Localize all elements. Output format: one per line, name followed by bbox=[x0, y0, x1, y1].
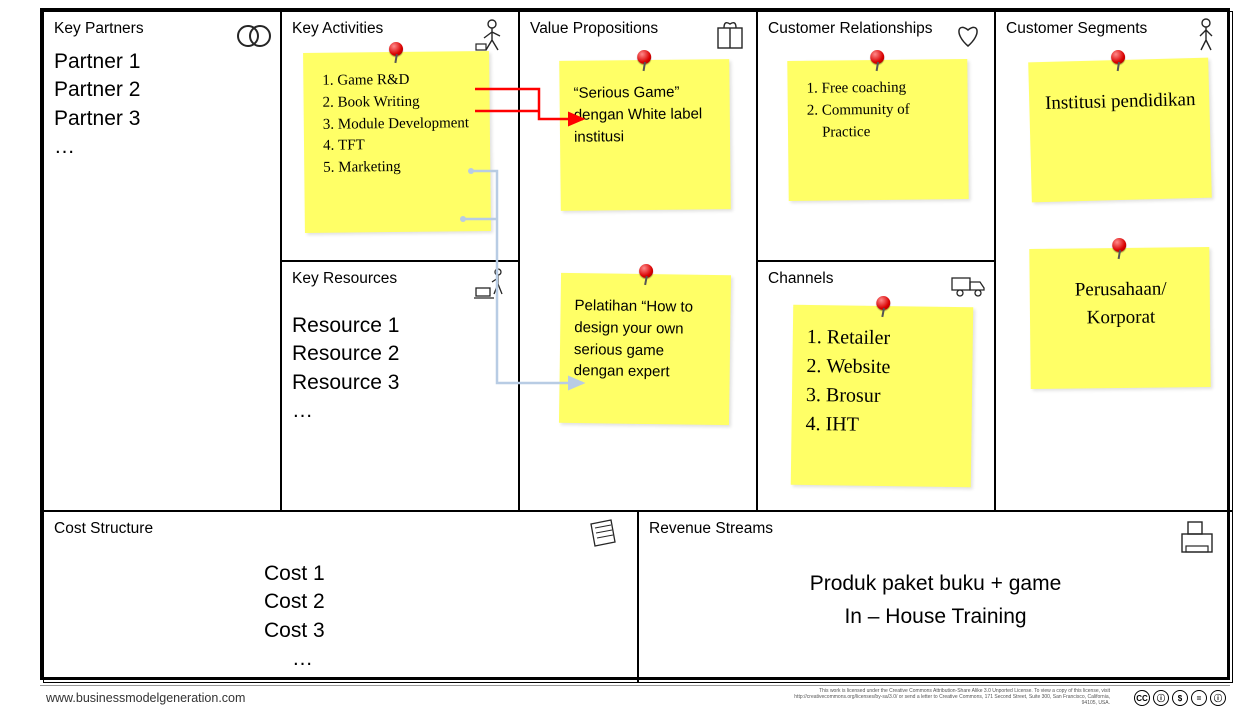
pin-icon bbox=[873, 296, 893, 316]
sticky-text: Perusahaan/ Korporat bbox=[1043, 265, 1198, 332]
cell-cost-structure: Cost Structure Cost 1 Cost 2 Cost 3 … bbox=[43, 511, 638, 683]
pin-icon bbox=[1108, 50, 1129, 71]
cell-key-partners: Key Partners Partner 1 Partner 2 Partner… bbox=[43, 11, 281, 511]
rev-line: In – House Training bbox=[639, 601, 1232, 634]
title-key-activities: Key Activities bbox=[292, 20, 383, 37]
heart-icon bbox=[948, 16, 988, 52]
list-item: Partner 1 bbox=[54, 48, 270, 76]
list-item: Retailer bbox=[827, 323, 961, 354]
list-item: Marketing bbox=[338, 156, 478, 179]
cell-key-resources: Key Resources Resource 1 Resource 2 Reso… bbox=[281, 261, 519, 511]
list-item: Cost 1 bbox=[264, 560, 627, 588]
gift-icon bbox=[710, 16, 750, 52]
sticky-vp-bottom: Pelatihan “How to design your own seriou… bbox=[559, 273, 731, 425]
register-icon bbox=[1174, 516, 1218, 558]
cc-badge: ⓘ bbox=[1153, 690, 1169, 706]
list-item: … bbox=[292, 397, 508, 425]
title-cost-structure: Cost Structure bbox=[54, 520, 153, 537]
cell-key-activities: Key Activities Game R&D Book Writing Mod… bbox=[281, 11, 519, 261]
pin-icon bbox=[1109, 238, 1129, 258]
list-item: … bbox=[264, 645, 627, 673]
cc-badge: CC bbox=[1134, 690, 1150, 706]
list-item: Brosur bbox=[826, 381, 960, 412]
sticky-text: Pelatihan “How to design your own seriou… bbox=[574, 291, 719, 384]
cc-badge: = bbox=[1191, 690, 1207, 706]
title-revenue-streams: Revenue Streams bbox=[649, 520, 773, 537]
list-item: IHT bbox=[825, 410, 959, 441]
sticky-channels: Retailer Website Brosur IHT bbox=[791, 305, 973, 487]
title-value-propositions: Value Propositions bbox=[530, 20, 658, 37]
cc-badge: $ bbox=[1172, 690, 1188, 706]
title-key-resources: Key Resources bbox=[292, 270, 397, 287]
footer-url: www.businessmodelgeneration.com bbox=[46, 691, 245, 705]
cost-list: Cost 1 Cost 2 Cost 3 … bbox=[264, 560, 627, 673]
cr-list: Free coaching Community of Practice bbox=[801, 77, 956, 144]
person-icon bbox=[1186, 16, 1226, 52]
activities-list: Game R&D Book Writing Module Development… bbox=[317, 69, 478, 179]
list-item: Module Development bbox=[338, 113, 478, 136]
list-item: Game R&D bbox=[337, 69, 477, 92]
list-item: Partner 2 bbox=[54, 76, 270, 104]
pallet-icon bbox=[472, 266, 512, 302]
list-item: Resource 1 bbox=[292, 312, 508, 340]
pin-icon bbox=[636, 264, 656, 284]
title-customer-relationships: Customer Relationships bbox=[768, 20, 933, 37]
pin-icon bbox=[386, 42, 406, 62]
list-item: Website bbox=[826, 352, 960, 383]
papers-icon bbox=[583, 516, 623, 552]
sticky-cr: Free coaching Community of Practice bbox=[787, 59, 968, 201]
revenue-text: Produk paket buku + game In – House Trai… bbox=[639, 568, 1232, 633]
rings-icon bbox=[234, 16, 274, 52]
truck-icon bbox=[948, 266, 988, 302]
list-item: Resource 2 bbox=[292, 340, 508, 368]
list-item: TFT bbox=[338, 134, 478, 157]
key-resources-list: Resource 1 Resource 2 Resource 3 … bbox=[292, 312, 508, 425]
cell-channels: Channels Retailer Website Brosur IHT bbox=[757, 261, 995, 511]
list-item: Cost 3 bbox=[264, 617, 627, 645]
sticky-text: “Serious Game” dengan White label instit… bbox=[573, 77, 718, 148]
cell-revenue-streams: Revenue Streams Produk paket buku + game… bbox=[638, 511, 1233, 683]
list-item: Resource 3 bbox=[292, 369, 508, 397]
sticky-cs-bottom: Perusahaan/ Korporat bbox=[1029, 247, 1210, 389]
cell-customer-segments: Customer Segments Institusi pendidikan P… bbox=[995, 11, 1233, 511]
sticky-vp-top: “Serious Game” dengan White label instit… bbox=[559, 59, 731, 211]
cc-badges: CC ⓘ $ = ⓘ bbox=[1134, 690, 1226, 706]
pin-icon bbox=[634, 50, 654, 70]
worker-icon bbox=[472, 16, 512, 52]
title-key-partners: Key Partners bbox=[54, 20, 144, 37]
list-item: Partner 3 bbox=[54, 105, 270, 133]
list-item: Community of Practice bbox=[822, 99, 956, 144]
list-item: Cost 2 bbox=[264, 588, 627, 616]
channels-list: Retailer Website Brosur IHT bbox=[805, 323, 961, 441]
pin-icon bbox=[867, 50, 887, 70]
key-partners-list: Partner 1 Partner 2 Partner 3 … bbox=[54, 48, 270, 161]
title-customer-segments: Customer Segments bbox=[1006, 20, 1147, 37]
bmc-canvas: Key Partners Partner 1 Partner 2 Partner… bbox=[40, 8, 1230, 680]
list-item: … bbox=[54, 133, 270, 161]
list-item: Book Writing bbox=[337, 91, 477, 114]
cell-value-propositions: Value Propositions “Serious Game” dengan… bbox=[519, 11, 757, 511]
footer: www.businessmodelgeneration.com This wor… bbox=[40, 685, 1230, 711]
cell-customer-relationships: Customer Relationships Free coaching Com… bbox=[757, 11, 995, 261]
footer-license: This work is licensed under the Creative… bbox=[790, 688, 1110, 706]
sticky-key-activities: Game R&D Book Writing Module Development… bbox=[303, 51, 491, 233]
sticky-text: Institusi pendidikan bbox=[1043, 76, 1198, 118]
sticky-cs-top: Institusi pendidikan bbox=[1028, 58, 1212, 203]
title-channels: Channels bbox=[768, 270, 834, 287]
cc-badge: ⓘ bbox=[1210, 690, 1226, 706]
rev-line: Produk paket buku + game bbox=[639, 568, 1232, 601]
list-item: Free coaching bbox=[821, 77, 955, 100]
